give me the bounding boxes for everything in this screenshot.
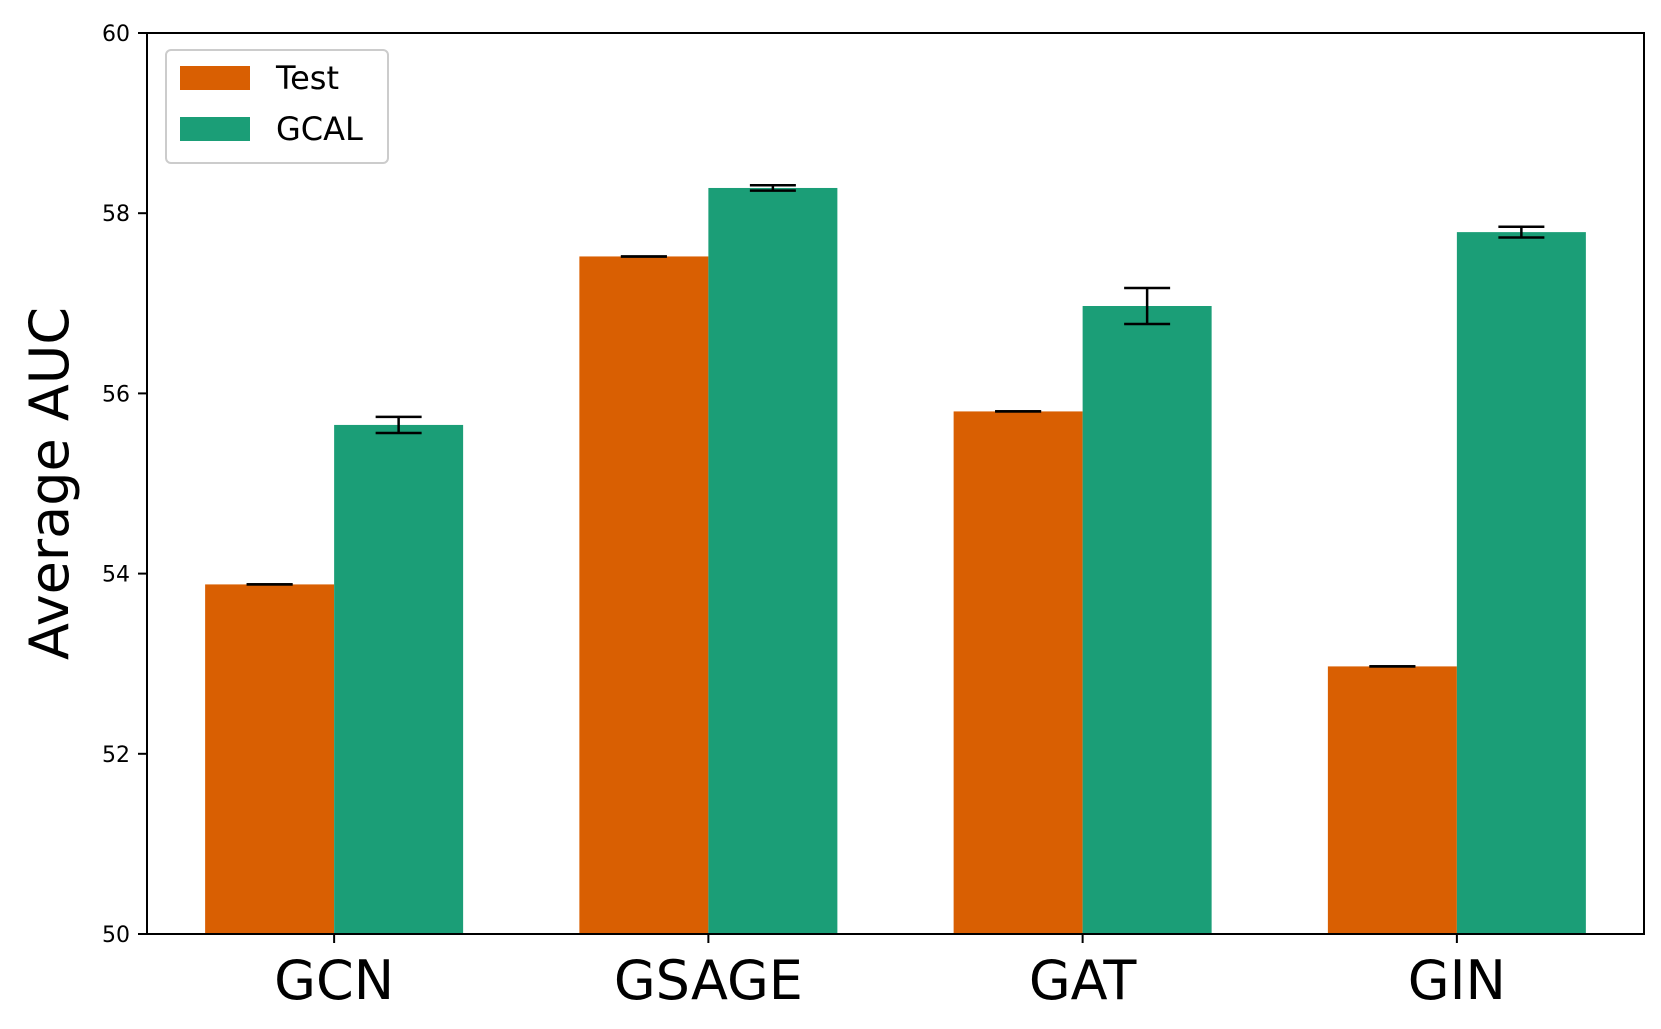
legend-swatch-test	[180, 66, 250, 90]
bar-test-gsage	[579, 256, 709, 934]
bar-test-gin	[1327, 666, 1457, 934]
x-tick-label-gat: GAT	[1029, 949, 1138, 1012]
y-tick-label: 52	[102, 743, 130, 768]
y-tick-label: 58	[102, 202, 130, 227]
legend-label-gcal: GCAL	[276, 110, 363, 148]
bar-gcal-gin	[1456, 232, 1586, 935]
plot-frame	[146, 32, 1645, 935]
legend-swatch-gcal	[180, 117, 250, 141]
x-tick-label-gcn: GCN	[274, 949, 394, 1012]
error-bar-gcal-gsage	[749, 184, 796, 192]
error-bars-layer	[246, 184, 1545, 668]
error-bar-gcal-gat	[1124, 286, 1171, 326]
bar-test-gcn	[205, 584, 335, 934]
y-tick-label: 54	[102, 563, 130, 588]
x-tick-label-gin: GIN	[1408, 949, 1506, 1012]
y-axis-ticks: 50 52 54 56 58 60	[102, 22, 147, 948]
legend: Test GCAL	[165, 49, 389, 164]
bars-layer	[205, 187, 1586, 935]
error-bar-gcal-gcn	[375, 415, 422, 435]
error-bar-gcal-gin	[1498, 225, 1545, 239]
x-axis-ticks: GCN GSAGE GAT GIN	[274, 934, 1506, 1012]
bar-gcal-gcn	[334, 424, 464, 934]
bar-test-gat	[953, 411, 1083, 934]
y-tick-label: 60	[102, 22, 130, 47]
bar-gcal-gsage	[708, 187, 838, 935]
legend-label-test: Test	[275, 59, 339, 97]
bar-gcal-gat	[1082, 306, 1212, 934]
x-tick-label-gsage: GSAGE	[614, 949, 803, 1012]
y-axis-label: Average AUC	[18, 307, 81, 660]
y-tick-label: 56	[102, 382, 130, 407]
y-tick-label: 50	[102, 923, 130, 948]
